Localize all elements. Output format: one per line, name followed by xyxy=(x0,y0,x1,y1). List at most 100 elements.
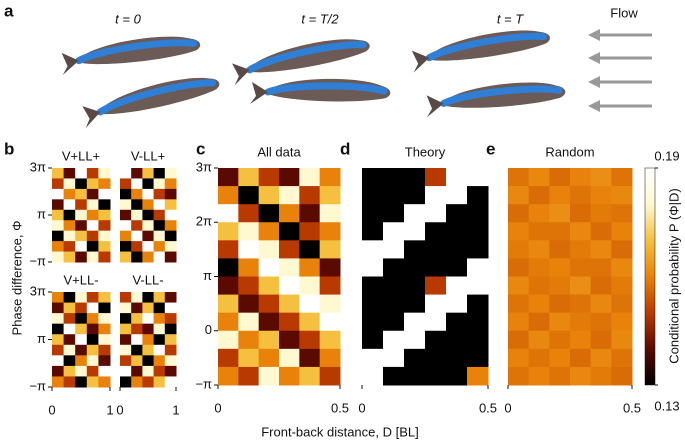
heatmap-cell xyxy=(446,258,468,277)
y-tick-label: 3π xyxy=(30,283,46,298)
heatmap-cell xyxy=(279,312,300,332)
heatmap-cell xyxy=(467,276,489,296)
heatmap-cell xyxy=(131,199,143,211)
heatmap-cell xyxy=(153,376,166,388)
heatmap-cell xyxy=(63,199,76,211)
heatmap-cell xyxy=(142,344,155,356)
heatmap-cell xyxy=(153,344,166,356)
heatmap-cell xyxy=(299,312,321,332)
heatmap-cell xyxy=(164,355,177,367)
heatmap-cell xyxy=(218,168,239,187)
heatmap-cell xyxy=(299,366,321,386)
heatmap-cell xyxy=(549,276,571,296)
x-tick-label: 0.5 xyxy=(331,400,349,415)
heatmap-cell xyxy=(258,222,280,241)
heatmap-cell xyxy=(611,222,633,241)
heatmap-cell xyxy=(218,348,239,368)
heatmap-cell xyxy=(299,330,321,350)
heatmap-cell xyxy=(319,168,341,187)
heatmap-cell xyxy=(120,302,132,314)
heatmap-cell xyxy=(52,251,65,263)
heatmap-cell xyxy=(528,276,550,296)
heatmap-cell xyxy=(142,334,155,346)
heatmap-cell xyxy=(120,241,132,253)
heatmap-cell xyxy=(467,204,489,223)
heatmap-cell xyxy=(238,330,260,350)
heatmap-cell xyxy=(63,376,76,388)
heatmap-cell xyxy=(164,302,177,314)
heatmap-cell xyxy=(508,312,530,332)
y-tick-label: π xyxy=(37,331,46,346)
heatmap-cell xyxy=(258,186,280,205)
heatmap-cell xyxy=(528,366,550,386)
heatmap-cell xyxy=(153,199,166,211)
heatmap-cell xyxy=(590,312,612,332)
heatmap-cell xyxy=(75,302,88,314)
heatmap-cell xyxy=(258,294,280,314)
heatmap-cell xyxy=(446,276,468,296)
heatmap-cell xyxy=(98,241,111,253)
heatmap-cell xyxy=(590,168,612,187)
heatmap-cell xyxy=(75,292,88,304)
heatmap-cell xyxy=(75,313,88,325)
heatmap-cell xyxy=(131,292,143,304)
heatmap-cell xyxy=(362,348,384,368)
heatmap-cell xyxy=(86,292,99,304)
heatmap-cell xyxy=(52,302,65,314)
heatmap-cell xyxy=(299,204,321,223)
heatmap-cell xyxy=(258,312,280,332)
heatmap-cell xyxy=(508,258,530,277)
heatmap-cell xyxy=(425,186,447,205)
heatmap-cell xyxy=(467,294,489,314)
heatmap-cell xyxy=(164,209,177,221)
heatmap-cell xyxy=(279,330,300,350)
heatmap-cell xyxy=(98,355,111,367)
heatmap-cell xyxy=(120,230,132,242)
heatmap-cell xyxy=(299,222,321,241)
heatmap-cell xyxy=(120,188,132,200)
heatmap-cell xyxy=(142,230,155,242)
heatmap-cell xyxy=(86,323,99,335)
heatmap-cell xyxy=(528,240,550,259)
heatmap-cell xyxy=(258,168,280,187)
panel-title: V+LL- xyxy=(63,272,98,287)
heatmap-cell xyxy=(164,199,177,211)
heatmap-cell xyxy=(570,312,592,332)
heatmap-cell xyxy=(611,366,633,386)
heatmap-cell xyxy=(590,240,612,259)
colorbar-label: Conditional probability P (Φ|D) xyxy=(666,188,681,363)
heatmap-cell xyxy=(164,241,177,253)
heatmap-cell xyxy=(75,199,88,211)
colorbar-tick-label: 0.19 xyxy=(654,148,679,163)
heatmap-cell xyxy=(86,376,99,388)
heatmap-cell xyxy=(279,222,300,241)
heatmap-cell xyxy=(142,376,155,388)
panel-title: All data xyxy=(257,144,301,159)
panel: e Random 0 0.5 xyxy=(486,139,641,415)
heatmap-cell xyxy=(52,230,65,242)
heatmap-cell xyxy=(164,344,177,356)
heatmap-cell xyxy=(549,312,571,332)
heatmap-cell xyxy=(86,178,99,190)
heatmap-cell xyxy=(362,240,384,259)
heatmap-cell xyxy=(75,334,88,346)
heatmap-cell xyxy=(86,209,99,221)
heatmap-cell xyxy=(383,258,405,277)
heatmap-cell xyxy=(279,258,300,277)
flow-arrows xyxy=(588,29,652,112)
heatmap-cell xyxy=(142,209,155,221)
heatmap-cell xyxy=(98,292,111,304)
heatmap-cell xyxy=(52,313,65,325)
heatmap-cell xyxy=(153,241,166,253)
x-tick-label: 0 xyxy=(116,402,123,417)
heatmap-cell xyxy=(425,258,447,277)
flow-label: Flow xyxy=(610,5,638,20)
heatmap-cell xyxy=(75,188,88,200)
heatmap-cell xyxy=(446,186,468,205)
heatmap-cell xyxy=(549,240,571,259)
heatmap-cell xyxy=(153,365,166,377)
heatmap-cell xyxy=(279,186,300,205)
heatmap-cell xyxy=(299,186,321,205)
heatmap-cell xyxy=(258,258,280,277)
